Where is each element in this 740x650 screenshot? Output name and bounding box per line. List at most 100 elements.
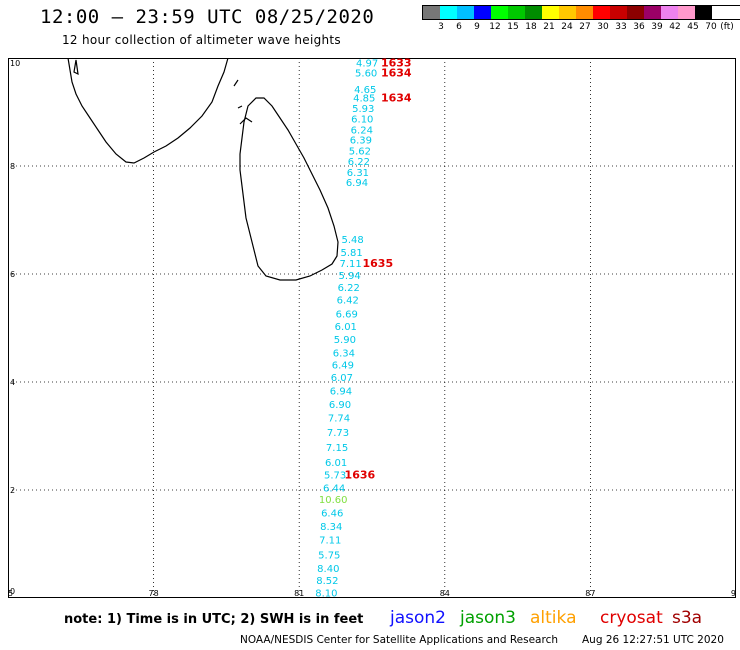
legend-swatch xyxy=(440,6,457,19)
wave-height-value: 6.24 xyxy=(351,125,373,136)
page-title: 12:00 – 23:59 UTC 08/25/2020 xyxy=(40,6,375,28)
x-tick-label: 87 xyxy=(585,589,595,598)
x-tick-label: 84 xyxy=(440,589,450,598)
legend-swatch xyxy=(508,6,525,19)
wave-height-value: 6.31 xyxy=(347,168,369,179)
legend-label: 30 xyxy=(597,22,609,32)
wave-height-value: 6.01 xyxy=(335,322,357,333)
legend-label: 9 xyxy=(474,22,480,32)
satellite-name: jason2 xyxy=(390,608,446,628)
wave-height-value: 6.07 xyxy=(331,373,353,384)
x-tick-label: 81 xyxy=(294,589,304,598)
wave-height-value: 7.11 xyxy=(319,536,341,547)
legend-swatch xyxy=(644,6,661,19)
legend-swatch xyxy=(678,6,695,19)
coastline xyxy=(67,58,339,281)
y-tick-label: 10 xyxy=(10,59,20,68)
wave-height-value: 6.49 xyxy=(332,361,354,372)
wave-height-track: 4.975.604.654.855.936.106.246.395.626.22… xyxy=(315,58,378,598)
legend-label: 45 xyxy=(687,22,699,32)
india-coastline xyxy=(67,58,229,164)
wave-height-value: 6.46 xyxy=(321,509,343,520)
satellite-name: s3a xyxy=(672,608,703,628)
wave-height-value: 6.22 xyxy=(338,283,360,294)
legend-label: 39 xyxy=(651,22,663,32)
pass-time-label: 1634 xyxy=(381,91,412,104)
legend-label: 24 xyxy=(561,22,573,32)
legend-label: 12 xyxy=(489,22,501,32)
wave-height-value: 6.44 xyxy=(323,483,345,494)
page-subtitle: 12 hour collection of altimeter wave hei… xyxy=(62,33,341,47)
wave-height-value: 5.75 xyxy=(318,550,340,561)
legend-unit: (ft) xyxy=(720,22,734,32)
pass-time-label: 1633 xyxy=(381,58,412,69)
wave-height-value: 5.93 xyxy=(352,104,374,115)
timestamp-text: Aug 26 12:27:51 UTC 2020 xyxy=(582,634,724,646)
legend-label: 27 xyxy=(579,22,591,32)
legend-swatch xyxy=(695,6,712,19)
legend-swatch-bar xyxy=(422,5,740,20)
credit-text: NOAA/NESDIS Center for Satellite Applica… xyxy=(240,634,558,646)
wave-height-value: 5.94 xyxy=(339,271,361,282)
y-tick-label: 4 xyxy=(10,378,15,387)
legend-label: 21 xyxy=(543,22,555,32)
legend-swatch xyxy=(542,6,559,19)
x-tick-label: 75 xyxy=(8,589,13,598)
y-tick-label: 8 xyxy=(10,162,15,171)
pass-time-label: 1635 xyxy=(363,257,394,270)
legend-swatch xyxy=(661,6,678,19)
wave-height-value: 5.60 xyxy=(355,69,377,80)
wave-height-value: 8.52 xyxy=(316,576,338,587)
lat-lon-grid xyxy=(8,58,736,598)
y-tick-label: 0 xyxy=(10,587,15,596)
wave-height-value: 6.01 xyxy=(325,458,347,469)
legend-label: 36 xyxy=(633,22,645,32)
wave-height-value: 5.81 xyxy=(340,248,362,259)
legend-label: 33 xyxy=(615,22,627,32)
wave-height-value: 6.34 xyxy=(333,348,355,359)
wave-height-value: 6.90 xyxy=(329,400,351,411)
legend-swatch xyxy=(491,6,508,19)
legend-label: 15 xyxy=(507,22,519,32)
wave-height-value: 7.74 xyxy=(328,414,350,425)
legend-swatch xyxy=(423,6,440,19)
wave-height-value: 8.34 xyxy=(320,522,342,533)
wave-height-value: 6.94 xyxy=(346,178,368,189)
legend-swatch xyxy=(610,6,627,19)
legend-swatch xyxy=(559,6,576,19)
wave-height-value: 7.15 xyxy=(326,443,348,454)
wave-height-value: 4.65 xyxy=(354,85,376,96)
legend-swatch xyxy=(576,6,593,19)
altimeter-map: 4.975.604.654.855.936.106.246.395.626.22… xyxy=(8,58,736,598)
wave-height-value: 5.48 xyxy=(341,235,363,246)
axis-ticks: 75 78 81 84 87 90 0 2 4 6 8 10 xyxy=(8,59,736,598)
legend-swatch xyxy=(474,6,491,19)
satellite-name: cryosat xyxy=(600,608,663,628)
legend-labels: (ft) 3 6 9 12 15 18 21 24 27 30 33 36 39 42 45 70 xyxy=(422,20,740,32)
wave-height-value: 4.85 xyxy=(353,93,375,104)
note-text: note: 1) Time is in UTC; 2) SWH is in fe… xyxy=(64,612,364,627)
y-tick-label: 2 xyxy=(10,486,15,495)
wave-height-value: 6.22 xyxy=(348,157,370,168)
legend-label: 42 xyxy=(669,22,681,32)
wave-height-value: 8.10 xyxy=(315,589,337,598)
x-tick-label: 78 xyxy=(149,589,159,598)
color-legend: (ft) 3 6 9 12 15 18 21 24 27 30 33 36 39 42 45 70 xyxy=(422,5,740,32)
sri-lanka-coastline xyxy=(239,97,339,281)
x-tick-label: 90 xyxy=(731,589,736,598)
wave-height-value: 7.11 xyxy=(340,259,362,270)
wave-height-value: 4.97 xyxy=(356,58,378,69)
legend-swatch xyxy=(525,6,542,19)
wave-height-value: 7.73 xyxy=(327,428,349,439)
satellite-name: jason3 xyxy=(460,608,516,628)
wave-height-value: 5.90 xyxy=(334,335,356,346)
y-tick-label: 6 xyxy=(10,270,15,279)
india-inlet xyxy=(73,59,79,76)
map-border xyxy=(8,58,736,598)
pass-time-label: 1636 xyxy=(345,468,376,481)
legend-label: 3 xyxy=(438,22,444,32)
wave-height-value: 5.62 xyxy=(349,146,371,157)
wave-height-value: 10.60 xyxy=(319,495,348,506)
legend-label: 70 xyxy=(705,22,717,32)
